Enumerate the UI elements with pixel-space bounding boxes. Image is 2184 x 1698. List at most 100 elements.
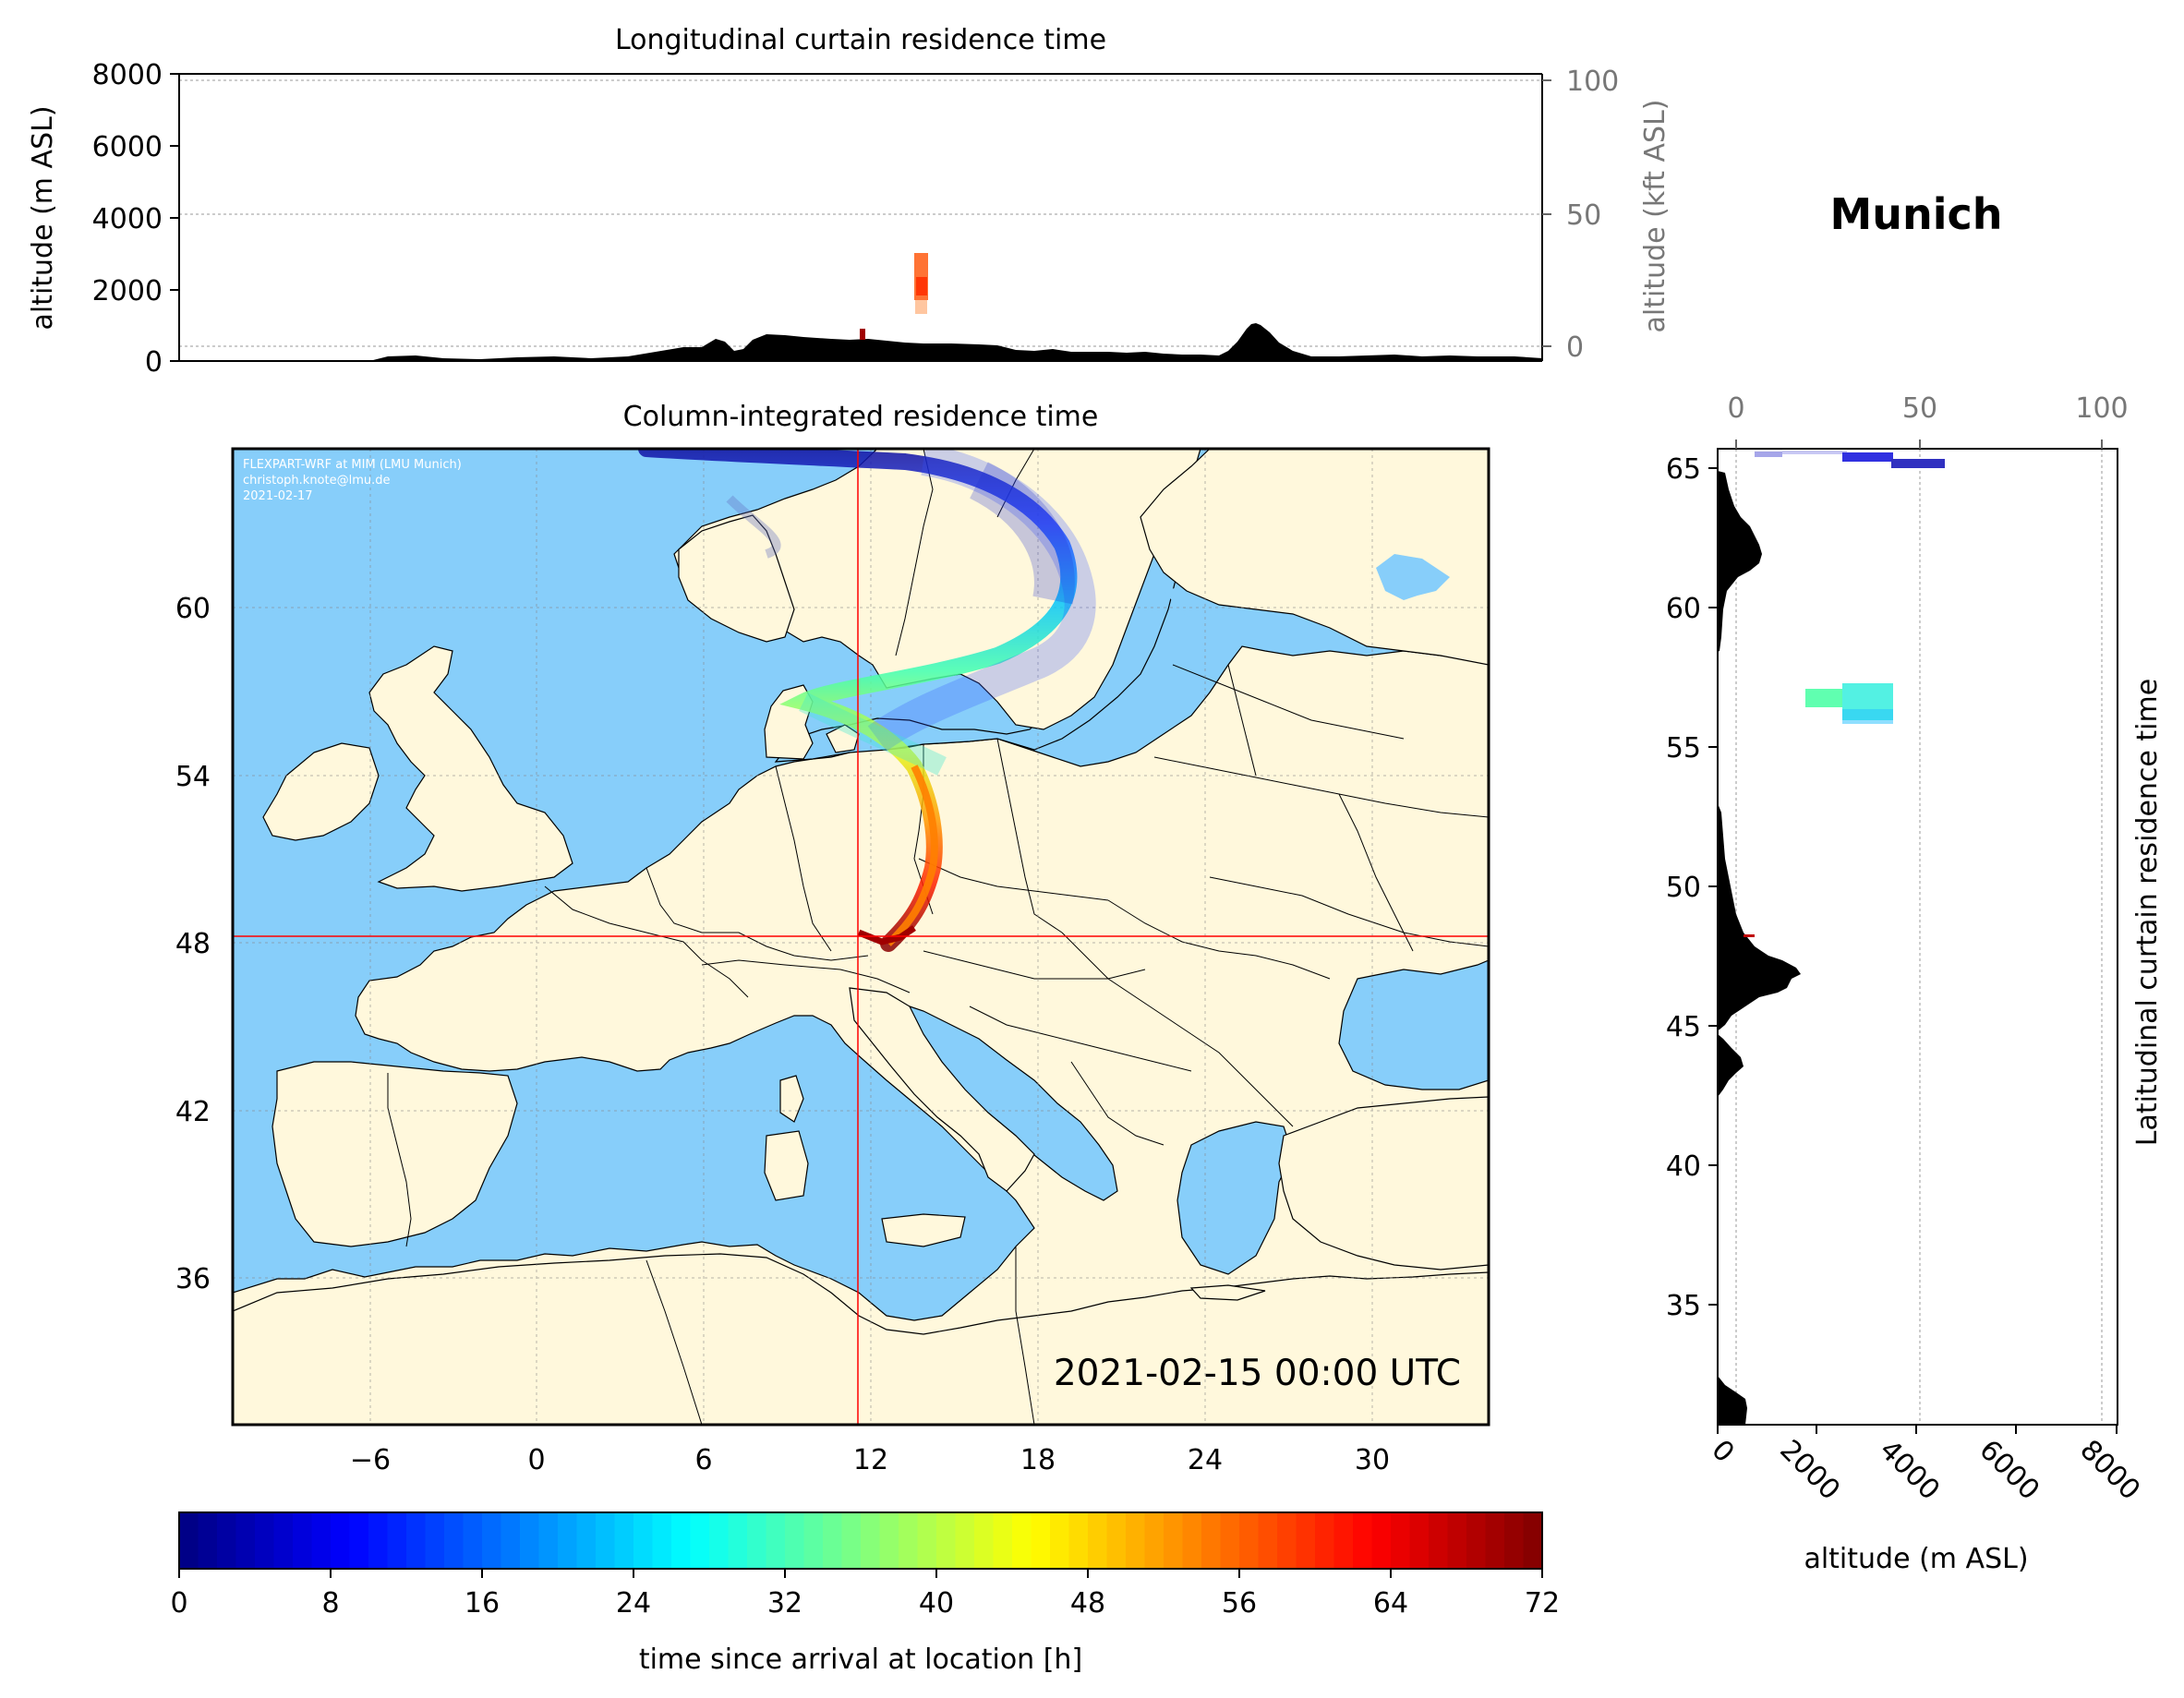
land-sardinia xyxy=(764,1130,809,1201)
colorbar-cell xyxy=(1088,1512,1108,1569)
land-anatolia xyxy=(1278,1096,1489,1270)
colorbar-cell xyxy=(576,1512,597,1569)
colorbar-tick-label: 72 xyxy=(1525,1587,1560,1620)
right-ytick-label: 40 xyxy=(1666,1150,1701,1183)
colorbar-cell xyxy=(1068,1512,1089,1569)
map-frame xyxy=(231,447,1490,1427)
top-right-ytick-label: 50 xyxy=(1566,199,1601,232)
colorbar-cell xyxy=(255,1512,275,1569)
colorbar-cell xyxy=(482,1512,502,1569)
colorbar-ticks: 0 8 16 24 32 40 48 56 64 72 xyxy=(170,1569,1560,1620)
colorbar-cell xyxy=(1429,1512,1449,1569)
map-panel-title: Column-integrated residence time xyxy=(623,401,1099,433)
colorbar-tick-label: 40 xyxy=(919,1587,954,1620)
colorbar-cell xyxy=(671,1512,692,1569)
colorbar-cell xyxy=(861,1512,881,1569)
land-crete xyxy=(1189,1284,1266,1301)
colorbar-cell xyxy=(179,1512,199,1569)
colorbar-tick-label: 64 xyxy=(1373,1587,1408,1620)
colorbar-cell xyxy=(1353,1512,1373,1569)
right-ylabel: Latitudinal curtain residence time xyxy=(2131,679,2164,1146)
colorbar-cell xyxy=(387,1512,407,1569)
map-xtick-label: 30 xyxy=(1355,1444,1390,1476)
right-terrain-profile xyxy=(1718,471,1762,652)
right-terrain-profile-3 xyxy=(1718,1034,1744,1097)
top-ytick-label: 4000 xyxy=(92,203,163,235)
map-xtick-label: 24 xyxy=(1188,1444,1223,1476)
colorbar-cell xyxy=(1409,1512,1430,1569)
colorbar-cell xyxy=(1164,1512,1184,1569)
map-ytick-label: 48 xyxy=(175,928,211,960)
land-great-britain xyxy=(368,645,573,892)
right-top-xticks: 0 50 100 xyxy=(1727,392,2129,449)
colorbar-label: time since arrival at location [h] xyxy=(639,1644,1082,1676)
colorbar-cell xyxy=(331,1512,351,1569)
sea-aegean xyxy=(1176,1121,1294,1275)
land-iberia xyxy=(271,1061,518,1247)
map-xticks: −6 0 6 12 18 24 30 xyxy=(350,1444,1390,1476)
colorbar-cell xyxy=(217,1512,237,1569)
colorbar-cell xyxy=(368,1512,389,1569)
colorbar-cell xyxy=(406,1512,427,1569)
colorbar-cell xyxy=(1371,1512,1392,1569)
sea-baltic xyxy=(774,449,1238,763)
land-sicily xyxy=(881,1213,966,1247)
colorbar-cell xyxy=(690,1512,710,1569)
colorbar-cell xyxy=(1050,1512,1070,1569)
colorbar-cell xyxy=(1126,1512,1146,1569)
colorbar-cell xyxy=(728,1512,748,1569)
colorbar-cell xyxy=(349,1512,369,1569)
colorbar-cell xyxy=(1277,1512,1297,1569)
colorbar-cell xyxy=(993,1512,1013,1569)
top-right-ytick-label: 100 xyxy=(1566,66,1619,98)
colorbar-frame xyxy=(178,1511,1543,1570)
colorbar-cell xyxy=(1391,1512,1411,1569)
right-yticks: 35 40 45 50 55 60 65 xyxy=(1666,453,1718,1322)
colorbar-cell xyxy=(899,1512,919,1569)
colorbar-cell xyxy=(936,1512,957,1569)
map-ytick-label: 42 xyxy=(175,1096,211,1128)
colorbar-cell xyxy=(879,1512,899,1569)
top-terrain-profile xyxy=(179,323,1542,361)
colorbar-cell xyxy=(803,1512,824,1569)
colorbar-cell xyxy=(558,1512,578,1569)
colorbar-cell xyxy=(1523,1512,1543,1569)
colorbar-cell xyxy=(501,1512,521,1569)
timestamp: 2021-02-15 00:00 UTC xyxy=(1054,1353,1461,1394)
colorbar-cell xyxy=(747,1512,767,1569)
map-yticks: 36 42 48 54 60 xyxy=(175,593,211,1295)
colorbar-cell xyxy=(520,1512,540,1569)
country-borders xyxy=(387,449,1489,1425)
colorbar-cell xyxy=(463,1512,483,1569)
colorbar-cell xyxy=(1220,1512,1240,1569)
map-xtick-label: 0 xyxy=(527,1444,545,1476)
colorbar-cell xyxy=(823,1512,843,1569)
top-residence-patch-2 xyxy=(916,277,927,295)
colorbar-cell xyxy=(1258,1512,1278,1569)
lake-ladoga xyxy=(1376,554,1450,600)
right-ytick-label: 45 xyxy=(1666,1011,1701,1043)
right-residence-patch-7 xyxy=(1842,709,1893,724)
colorbar-cell xyxy=(652,1512,672,1569)
top-right-ytick-label: 0 xyxy=(1566,331,1584,364)
land-zealand xyxy=(826,724,860,753)
colorbar-cells xyxy=(179,1512,1543,1569)
colorbar-cell xyxy=(1296,1512,1316,1569)
map-xtick-label: −6 xyxy=(350,1444,391,1476)
colorbar-cell xyxy=(974,1512,995,1569)
colorbar-tick-label: 0 xyxy=(170,1587,187,1620)
colorbar-tick-label: 48 xyxy=(1070,1587,1105,1620)
colorbar-tick-label: 32 xyxy=(767,1587,802,1620)
right-top-xtick-label: 0 xyxy=(1727,392,1744,425)
right-residence-patch-source xyxy=(1744,934,1755,937)
colorbar-cell xyxy=(1466,1512,1487,1569)
colorbar-cell xyxy=(1031,1512,1051,1569)
right-terrain-profile-2 xyxy=(1718,803,1801,1030)
colorbar: 0 8 16 24 32 40 48 56 64 72 time since arrival at… xyxy=(170,1511,1560,1676)
colorbar-cell xyxy=(1504,1512,1525,1569)
right-xtick-label: 0 xyxy=(1705,1434,1740,1469)
right-top-xtick-label: 50 xyxy=(1902,392,1937,425)
colorbar-cell xyxy=(273,1512,294,1569)
colorbar-tick-label: 24 xyxy=(616,1587,651,1620)
